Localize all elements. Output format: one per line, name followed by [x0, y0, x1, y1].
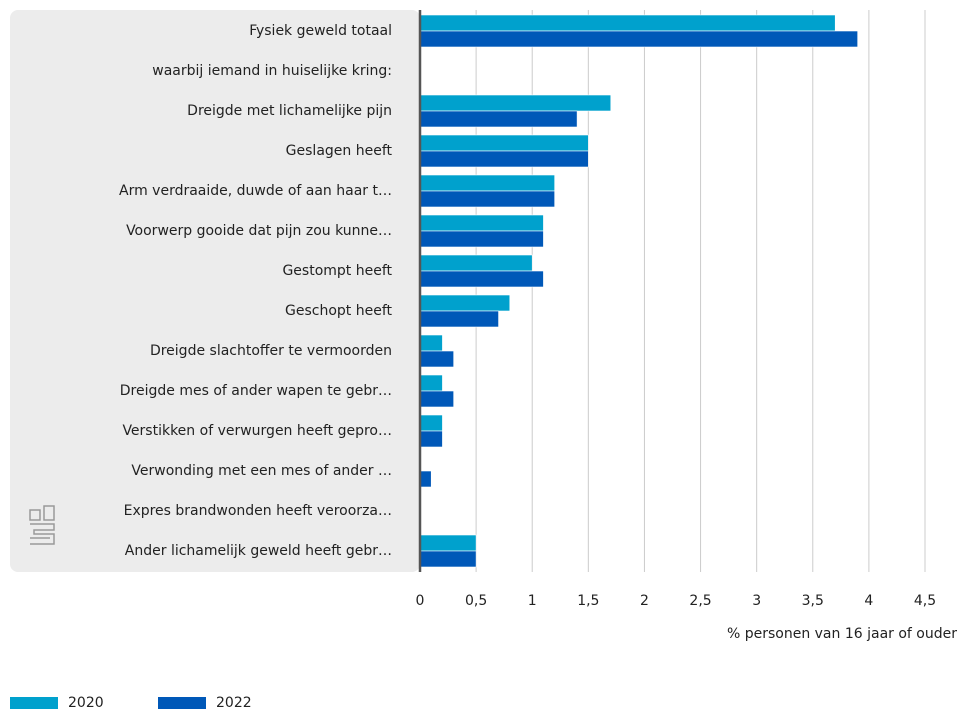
bar [419, 14, 836, 32]
bar [419, 534, 477, 552]
logo [29, 505, 55, 545]
x-tick-label: 1 [528, 593, 537, 609]
y-tick-label: Arm verdraaide, duwde of aan haar t… [119, 183, 392, 199]
bar [419, 214, 544, 232]
x-tick-label: 4 [864, 593, 873, 609]
x-tick-label: 0 [416, 593, 425, 609]
bar [419, 110, 578, 128]
x-tick-label: 3,5 [802, 593, 824, 609]
y-tick-label: Dreigde mes of ander wapen te gebr… [120, 383, 392, 399]
bar [419, 470, 432, 488]
bar [419, 94, 612, 112]
bar [419, 174, 555, 192]
bar [419, 294, 511, 312]
y-tick-label: waarbij iemand in huiselijke kring: [152, 63, 392, 79]
y-tick-label: Geschopt heeft [285, 303, 393, 319]
bar [419, 190, 555, 208]
y-tick-label: Verstikken of verwurgen heeft gepro… [122, 423, 392, 439]
y-tick-label: Geslagen heeft [286, 143, 393, 159]
x-axis-title: % personen van 16 jaar of ouder [727, 626, 957, 642]
x-tick-label: 2 [640, 593, 649, 609]
bar [419, 150, 589, 168]
x-tick-label: 1,5 [577, 593, 599, 609]
legend-swatch [158, 697, 206, 709]
label-panel [10, 10, 420, 572]
legend-label: 2022 [216, 695, 252, 711]
bar [419, 334, 443, 352]
y-tick-label: Fysiek geweld totaal [249, 23, 392, 39]
bar [419, 550, 477, 568]
x-tick-label: 3 [752, 593, 761, 609]
bar [419, 30, 858, 48]
y-tick-label: Voorwerp gooide dat pijn zou kunne… [126, 223, 392, 239]
bar [419, 350, 454, 368]
bar [419, 430, 443, 448]
bar [419, 310, 499, 328]
y-tick-label: Verwonding met een mes of ander … [131, 463, 392, 479]
bar [419, 270, 544, 288]
x-tick-label: 0,5 [465, 593, 487, 609]
bar [419, 230, 544, 248]
y-tick-label: Dreigde met lichamelijke pijn [187, 103, 392, 119]
y-tick-label: Ander lichamelijk geweld heeft gebr… [125, 543, 392, 559]
y-tick-label: Gestompt heeft [282, 263, 392, 279]
y-tick-label: Dreigde slachtoffer te vermoorden [150, 343, 392, 359]
bar [419, 134, 589, 152]
bar [419, 390, 454, 408]
legend-swatch [10, 697, 58, 709]
y-tick-label: Expres brandwonden heeft veroorza… [124, 503, 392, 519]
bar [419, 414, 443, 432]
x-tick-label: 2,5 [689, 593, 711, 609]
legend-label: 2020 [68, 695, 104, 711]
bar [419, 254, 533, 272]
x-tick-label: 4,5 [914, 593, 936, 609]
bar [419, 374, 443, 392]
